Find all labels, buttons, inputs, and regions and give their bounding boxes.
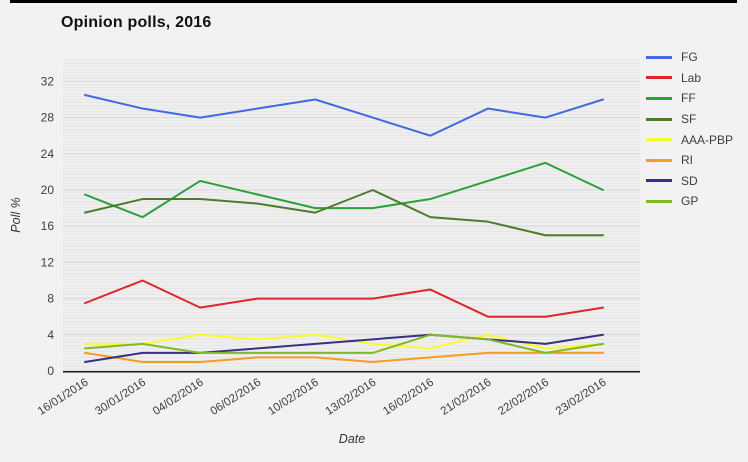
legend-swatch-GP [646, 199, 672, 203]
legend-label-FG: FG [681, 50, 698, 65]
legend-swatch-RI [646, 158, 672, 162]
x-tick-label-5: 13/02/2016 [324, 376, 379, 417]
legend-item-AAA-PBP: AAA-PBP [646, 129, 733, 150]
y-tick-label-20: 20 [41, 183, 55, 197]
legend-swatch-FG [646, 55, 672, 59]
y-tick-label-0: 0 [47, 364, 54, 378]
y-tick-label-28: 28 [41, 111, 55, 125]
y-tick-label-16: 16 [41, 219, 55, 233]
legend-swatch-AAA-PBP [646, 138, 672, 142]
x-tick-label-6: 16/02/2016 [381, 376, 436, 417]
series-line-Lab [84, 279, 604, 318]
y-axis-title: Poll % [9, 197, 23, 232]
plot-background [63, 58, 640, 371]
legend-swatch-SD [646, 179, 672, 183]
series-line-SF [84, 189, 604, 237]
legend-label-FF: FF [681, 91, 696, 106]
legend-swatch-SF [646, 117, 672, 121]
legend-item-RI: RI [646, 150, 733, 171]
x-tick-label-0: 16/01/2016 [36, 376, 91, 417]
top-border [10, 0, 737, 3]
legend-item-SD: SD [646, 171, 733, 192]
legend-label-AAA-PBP: AAA-PBP [681, 132, 734, 147]
legend: FG Lab FF SF AAA-PBP RI SD GP [646, 47, 733, 212]
legend-item-FF: FF [646, 88, 733, 109]
series-line-FG [84, 93, 604, 137]
legend-label-SF: SF [681, 112, 697, 127]
legend-item-SF: SF [646, 109, 733, 130]
legend-label-Lab: Lab [681, 70, 702, 85]
legend-label-RI: RI [681, 153, 693, 168]
x-tick-label-1: 30/01/2016 [93, 376, 148, 417]
y-tick-label-12: 12 [41, 255, 55, 269]
x-tick-label-4: 10/02/2016 [266, 376, 321, 417]
y-tick-label-24: 24 [41, 147, 55, 161]
legend-label-GP: GP [681, 194, 699, 209]
legend-label-SD: SD [681, 173, 698, 188]
legend-swatch-Lab [646, 76, 672, 80]
x-tick-label-8: 22/02/2016 [496, 376, 551, 417]
y-tick-label-8: 8 [47, 292, 54, 306]
x-tick-label-7: 21/02/2016 [439, 376, 494, 417]
y-tick-label-4: 4 [47, 328, 54, 342]
legend-item-GP: GP [646, 191, 733, 212]
series-line-RI [84, 351, 604, 363]
y-tick-label-32: 32 [41, 74, 55, 88]
series-line-SD [84, 333, 604, 363]
x-tick-label-9: 23/02/2016 [554, 376, 609, 417]
x-tick-label-3: 06/02/2016 [208, 376, 263, 417]
legend-swatch-FF [646, 96, 672, 100]
x-axis-title: Date [339, 432, 365, 446]
x-tick-label-2: 04/02/2016 [151, 376, 206, 417]
legend-item-Lab: Lab [646, 68, 733, 89]
legend-item-FG: FG [646, 47, 733, 68]
series-line-GP [84, 333, 604, 354]
chart-title: Opinion polls, 2016 [61, 14, 212, 31]
